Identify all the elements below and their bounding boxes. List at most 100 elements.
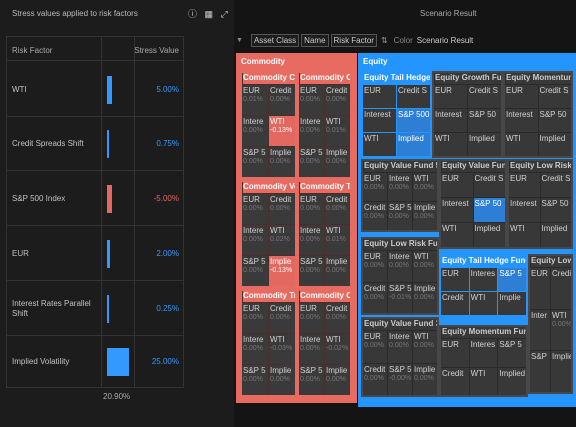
treemap-tile[interactable]: Equity Value Fund 3 EUR 0.00% Intere 0.00% WT… [361, 317, 439, 397]
treemap-cell[interactable]: S&P 5 -0.01% [388, 282, 412, 313]
treemap-cell[interactable]: S&P 50 [473, 198, 505, 222]
grid-row[interactable]: EUR 2.00% [7, 226, 183, 281]
treemap-cell[interactable]: EUR [509, 173, 540, 197]
treemap-cell[interactable]: WTI 0.01% [325, 116, 350, 146]
treemap-cell[interactable]: Implie 0.00% [413, 282, 437, 313]
sort-icon[interactable]: ⇅ [380, 35, 388, 45]
treemap-cell[interactable]: Intere 0.00% [299, 334, 324, 364]
treemap-cell[interactable]: Implie 0.00% [413, 363, 437, 395]
export-icon[interactable]: ▦ [204, 9, 214, 19]
treemap-cell[interactable]: Intere 0.00% [242, 334, 268, 364]
treemap-cell[interactable]: Intere 0.00% [299, 225, 324, 255]
treemap-cell[interactable]: Credit [441, 292, 469, 315]
treemap-cell[interactable]: WTI [469, 367, 498, 395]
treemap-tile[interactable]: Commodity CaEUR0.00%Credit0.00%Intere0.0… [297, 289, 352, 397]
treemap-cell[interactable]: WTI 0.02% [269, 225, 295, 255]
treemap-cell[interactable]: WTI 0.00% [413, 173, 437, 201]
treemap-cell[interactable]: Intere 0.00% [388, 173, 412, 201]
treemap-cell[interactable]: Credit 0.00% [269, 85, 295, 115]
treemap-cell[interactable]: Credit S [468, 85, 501, 108]
treemap-cell[interactable]: S&P 5 0.00% [299, 147, 324, 177]
treemap-cell[interactable]: EUR 0.00% [299, 85, 324, 115]
treemap-tile[interactable]: Commodity Vo EUR 0.00% Credit 0.00% Intere 0.0… [240, 180, 297, 288]
treemap-tile[interactable]: Equity Momentum EUR Credit S Interest S&P 50… [503, 71, 573, 158]
treemap-cell[interactable]: EUR 0.00% [363, 173, 387, 201]
treemap-cell[interactable]: Interest [434, 109, 467, 132]
treemap-cell[interactable]: Interest [441, 198, 473, 222]
treemap-cell[interactable]: Credit [441, 367, 469, 395]
treemap-cell[interactable]: Intere 0.00% [388, 251, 412, 282]
treemap-cell[interactable]: WTI [434, 133, 467, 156]
treemap-cell[interactable]: EUR [530, 268, 550, 309]
treemap-cell[interactable]: EUR 0.00% [363, 251, 387, 282]
treemap-tile[interactable]: Commodity CaEUR0.00%Credit0.00%Intere0.0… [297, 71, 352, 179]
grid-row[interactable]: Credit Spreads Shift 0.75% [7, 117, 183, 171]
treemap-cell[interactable]: Credit S [540, 173, 571, 197]
treemap-cell[interactable]: Credit S [397, 85, 430, 108]
grid-row[interactable]: Interest Rates Parallel Shift 0.25% [7, 281, 183, 336]
treemap-cell[interactable]: Credit 0.00% [325, 194, 350, 224]
treemap-cell[interactable]: WTI [441, 223, 473, 247]
treemap-cell[interactable]: S&P [530, 351, 550, 392]
treemap-cell[interactable]: EUR [441, 339, 469, 367]
treemap-tile[interactable]: Commodity Ca EUR 0.01% Credit 0.00% Intere 0.0… [240, 71, 297, 179]
treemap-cell[interactable]: Credit 0.00% [325, 303, 350, 333]
treemap-cell[interactable]: Intere 0.00% [388, 331, 412, 363]
treemap-cell[interactable]: S&P 5 0.00% [242, 256, 268, 286]
treemap-tile[interactable]: Equity Low Risk Fun EUR 0.00% Intere 0.00% WT… [361, 237, 439, 315]
treemap-cell[interactable]: S&P 5 0.00% [242, 365, 268, 395]
treemap-cell[interactable]: Credit 0.00% [363, 363, 387, 395]
treemap-cell[interactable]: WTI 0.00% [413, 331, 437, 363]
treemap-cell[interactable]: WTI 0.00% [413, 251, 437, 282]
treemap-tile[interactable]: Equity LowEURCreditInterWTI0.00%S&PImpli… [528, 254, 573, 394]
treemap-cell[interactable]: Implied [397, 133, 430, 156]
treemap-cell[interactable]: Implied [468, 133, 501, 156]
treemap-cell[interactable]: Credit S [473, 173, 505, 197]
treemap-cell[interactable]: Credit 0.00% [363, 202, 387, 230]
treemap-tile[interactable]: Equity Value Fun EUR Credit S Interest S&P 5… [439, 159, 507, 249]
treemap-cell[interactable]: WTI [505, 133, 538, 156]
treemap-tile[interactable]: Equity Value Fund 5 EUR 0.00% Intere 0.00% WT… [361, 159, 439, 232]
treemap-cell[interactable]: EUR 0.00% [363, 331, 387, 363]
treemap-cell[interactable]: S&P 5 0.00% [299, 256, 324, 286]
treemap-cell[interactable]: WTI [363, 133, 396, 156]
treemap-cell[interactable]: S&P 5 [498, 268, 526, 291]
treemap-tile[interactable]: Equity Low Risk EUR Credit S Interest S&P 50… [507, 159, 573, 249]
treemap-cell[interactable]: Interes [469, 268, 498, 291]
treemap-cell[interactable]: Implied [473, 223, 505, 247]
treemap-cell[interactable]: Interes [469, 339, 498, 367]
treemap-cell[interactable]: EUR [505, 85, 538, 108]
treemap-cell[interactable]: Implied [538, 133, 571, 156]
treemap-cell[interactable]: EUR 0.00% [242, 194, 268, 224]
column-header-stress-value[interactable]: Stress Value [134, 46, 179, 55]
treemap-cell[interactable]: Intere 0.00% [242, 225, 268, 255]
treemap-cell[interactable]: Implied [498, 367, 526, 395]
treemap-tile[interactable]: Equity Growth Fun EUR Credit S Interest S&P … [432, 71, 503, 158]
treemap-cell[interactable]: EUR 0.00% [242, 303, 268, 333]
help-icon[interactable]: ⓘ [188, 9, 198, 19]
treemap-cell[interactable]: S&P 5 0.00% [388, 202, 412, 230]
treemap-cell[interactable]: Implie 0.00% [325, 147, 350, 177]
treemap-tile[interactable]: Commodity Tr EUR 0.00% Credit 0.00% Intere 0.0… [297, 180, 352, 288]
grid-row[interactable]: Implied Volatility 25.00% [7, 336, 183, 388]
treemap-cell[interactable]: EUR [441, 173, 473, 197]
treemap-cell[interactable]: EUR 0.01% [242, 85, 268, 115]
treemap-cell[interactable]: WTI 0.00% [551, 309, 571, 351]
treemap-cell[interactable]: Implied [540, 223, 571, 247]
grid-row[interactable]: WTI 5.00% [7, 62, 183, 117]
treemap-cell[interactable]: S&P 50 [540, 198, 571, 222]
treemap-cell[interactable]: Credit [551, 268, 571, 309]
treemap-cell[interactable]: WTI 0.01% [325, 225, 350, 255]
treemap-cell[interactable]: Interest [509, 198, 540, 222]
treemap-cell[interactable]: WTI [469, 292, 498, 315]
chip-risk-factor[interactable]: Risk Factor [330, 33, 377, 47]
treemap-tile[interactable]: Equity Tail Hedge Fund EUR Interes S&P 5 Cre… [439, 254, 528, 317]
treemap-cell[interactable]: WTI [509, 223, 540, 247]
chip-name[interactable]: Name [301, 33, 329, 47]
treemap-cell[interactable]: Credit 0.00% [363, 282, 387, 313]
treemap-cell[interactable]: Credit 0.00% [325, 85, 350, 115]
treemap-cell[interactable]: S&P 500 [397, 109, 430, 132]
treemap-cell[interactable]: S&P 50 [468, 109, 501, 132]
treemap-cell[interactable]: S&P 5 -0.00% [388, 363, 412, 395]
expand-icon[interactable]: ⤢ [220, 9, 228, 19]
